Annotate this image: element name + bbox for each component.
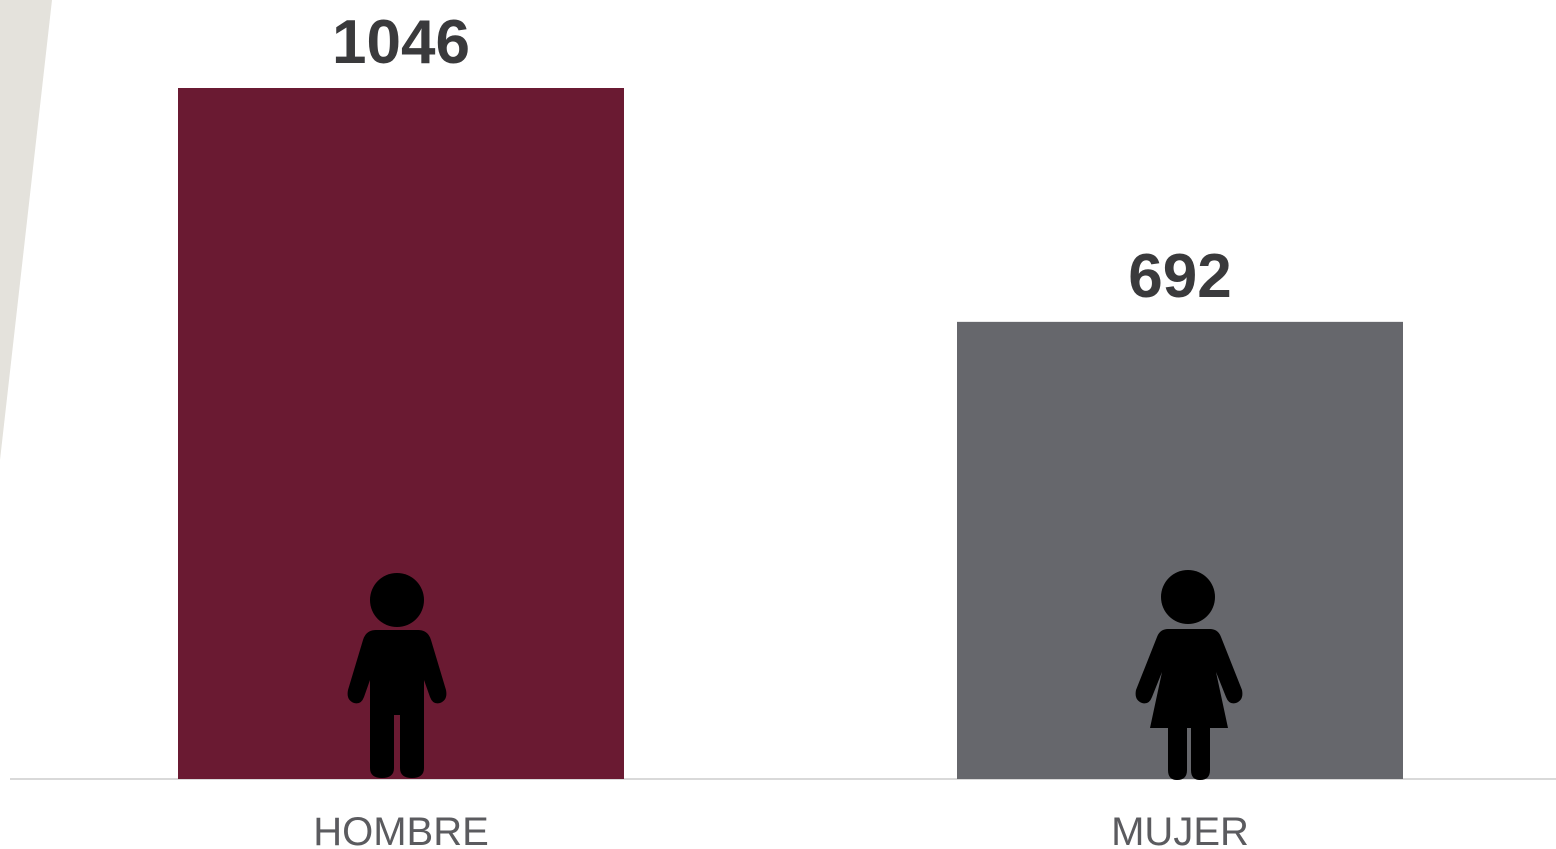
category-label: HOMBRE — [313, 810, 489, 849]
value-label: 1046 — [332, 8, 470, 77]
category-label: MUJER — [1111, 810, 1249, 849]
male-icon — [347, 573, 447, 778]
decoration — [0, 0, 52, 460]
female-icon — [1135, 570, 1243, 780]
value-label: 692 — [1128, 242, 1231, 311]
bars — [178, 88, 1403, 779]
